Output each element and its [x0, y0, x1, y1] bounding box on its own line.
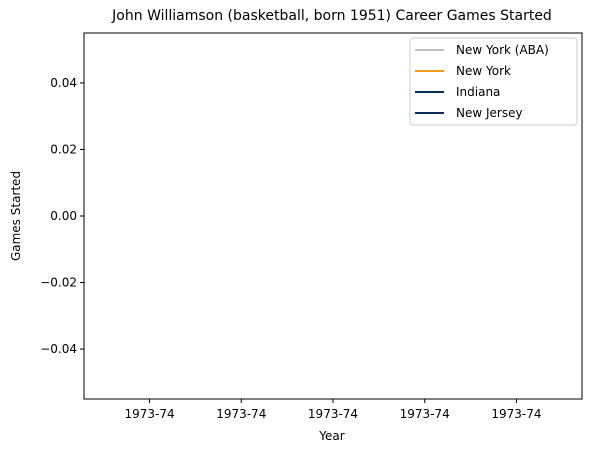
y-tick-label: 0.04 — [50, 76, 77, 90]
y-axis-label: Games Started — [9, 171, 23, 261]
y-tick-label: −0.04 — [40, 342, 77, 356]
x-tick-label: 1973-74 — [491, 407, 541, 421]
x-axis: 1973-74 1973-74 1973-74 1973-74 1973-74 — [124, 399, 542, 421]
legend-label-2: New York — [456, 64, 511, 78]
y-axis: 0.04 0.02 0.00 −0.02 −0.04 — [40, 76, 84, 356]
x-tick-label: 1973-74 — [400, 407, 450, 421]
legend-box — [409, 37, 578, 126]
x-tick-label: 1973-74 — [216, 407, 266, 421]
x-tick-label: 1973-74 — [124, 407, 174, 421]
y-tick-label: 0.02 — [50, 142, 77, 156]
chart-title: John Williamson (basketball, born 1951) … — [111, 8, 552, 24]
y-tick-label: 0.00 — [50, 209, 77, 223]
y-tick-label: −0.02 — [40, 276, 77, 290]
x-tick-label: 1973-74 — [308, 407, 358, 421]
legend-label-4: New Jersey — [456, 106, 523, 120]
x-axis-label: Year — [318, 429, 344, 443]
legend: New York (ABA) New York Indiana New Jersey — [409, 37, 578, 126]
legend-label-1: New York (ABA) — [456, 43, 549, 57]
legend-label-3: Indiana — [456, 85, 500, 99]
